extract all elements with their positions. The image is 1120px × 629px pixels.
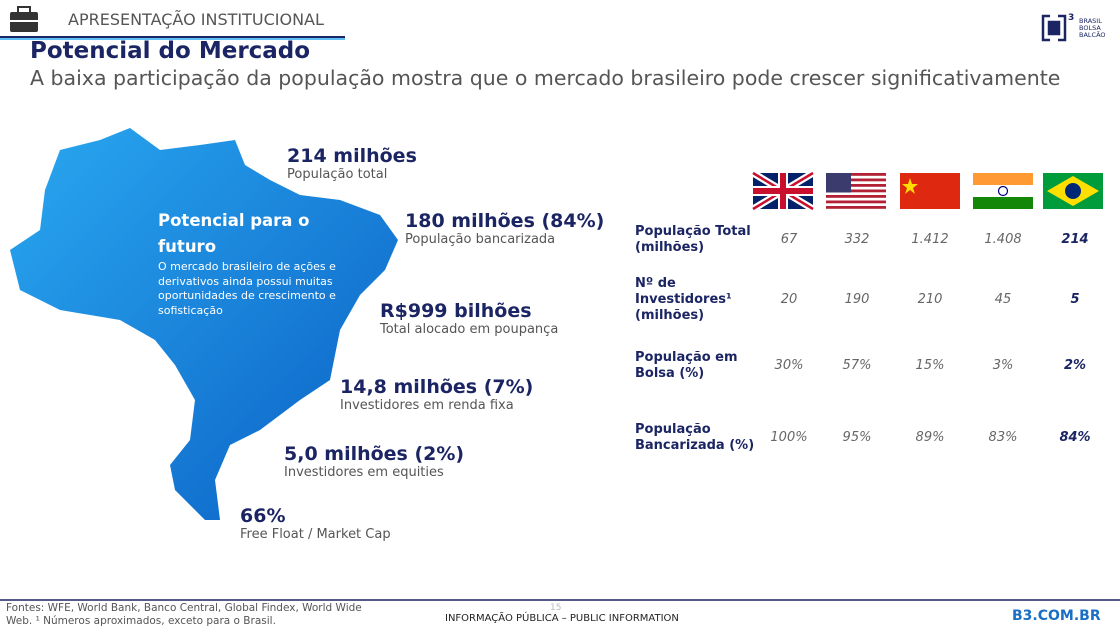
flag-india (973, 173, 1033, 209)
classification: INFORMAÇÃO PÚBLICA – PUBLIC INFORMATION (445, 613, 679, 624)
cell-value: 5 (1070, 292, 1080, 307)
stat-label: População total (287, 167, 388, 182)
svg-text:3: 3 (1068, 13, 1074, 23)
map-body: O mercado brasileiro de ações e derivati… (158, 260, 336, 317)
briefcase-icon (10, 6, 38, 32)
cell-value: 210 (917, 292, 943, 307)
footer-sources: Fontes: WFE, World Bank, Banco Central, … (6, 602, 362, 627)
stat-label: Investidores em equities (284, 465, 444, 480)
logo-line: BALCÃO (1079, 31, 1106, 39)
cell-value: 57% (842, 358, 872, 373)
cell-value: 20 (780, 292, 798, 307)
slide-subtitle: A baixa participação da população mostra… (30, 66, 1061, 90)
cell-value: 30% (774, 358, 804, 373)
page-number: 15 (550, 603, 562, 613)
logo-text: BRASIL BOLSA BALCÃO (1079, 18, 1106, 39)
cell-value: 332 (844, 232, 870, 247)
stat-value: R$999 bilhões (380, 300, 532, 322)
section-label: APRESENTAÇÃO INSTITUCIONAL (68, 10, 324, 29)
flag-uk (751, 169, 815, 213)
cell-value: 84% (1059, 430, 1091, 445)
cell-value: 100% (770, 430, 808, 445)
map-heading: Potencial para o futuro (158, 211, 310, 256)
brazil-map (10, 128, 398, 520)
stat-value: 66% (240, 505, 286, 527)
stat-label: Free Float / Market Cap (240, 527, 391, 542)
cell-value: 83% (988, 430, 1018, 445)
cell-value: 45 (994, 292, 1012, 307)
row-label: População Total (milhões) (635, 224, 751, 255)
flag-brazil (1043, 173, 1103, 209)
flag-china (900, 173, 960, 209)
cell-value: 1.408 (984, 232, 1022, 247)
cell-value: 95% (842, 430, 872, 445)
site-url: B3.COM.BR (1012, 608, 1101, 624)
stat-label: Investidores em renda fixa (340, 398, 514, 413)
flag-us (826, 173, 886, 209)
stat-value: 214 milhões (287, 145, 417, 167)
cell-value: 1.412 (911, 232, 949, 247)
row-label: População em Bolsa (%) (635, 350, 738, 381)
slide-title: Potencial do Mercado (30, 38, 311, 64)
stat-value: 5,0 milhões (2%) (284, 443, 465, 465)
logo-mark: 3 (1041, 13, 1074, 42)
stat-value: 14,8 milhões (7%) (340, 376, 534, 398)
logo-line: BOLSA (1079, 24, 1101, 32)
cell-value: 67 (780, 232, 798, 247)
cell-value: 214 (1061, 232, 1089, 247)
row-label: População Bancarizada (%) (635, 422, 755, 453)
row-label: Nº de Investidores¹ (milhões) (635, 276, 732, 323)
stat-label: Total alocado em poupança (380, 322, 559, 337)
stat-label: População bancarizada (405, 232, 556, 247)
cell-value: 2% (1063, 358, 1087, 373)
cell-value: 15% (915, 358, 945, 373)
stat-value: 180 milhões (84%) (405, 210, 605, 232)
logo-line: BRASIL (1079, 17, 1102, 25)
cell-value: 190 (844, 292, 870, 307)
cell-value: 3% (992, 358, 1014, 373)
cell-value: 89% (915, 430, 945, 445)
